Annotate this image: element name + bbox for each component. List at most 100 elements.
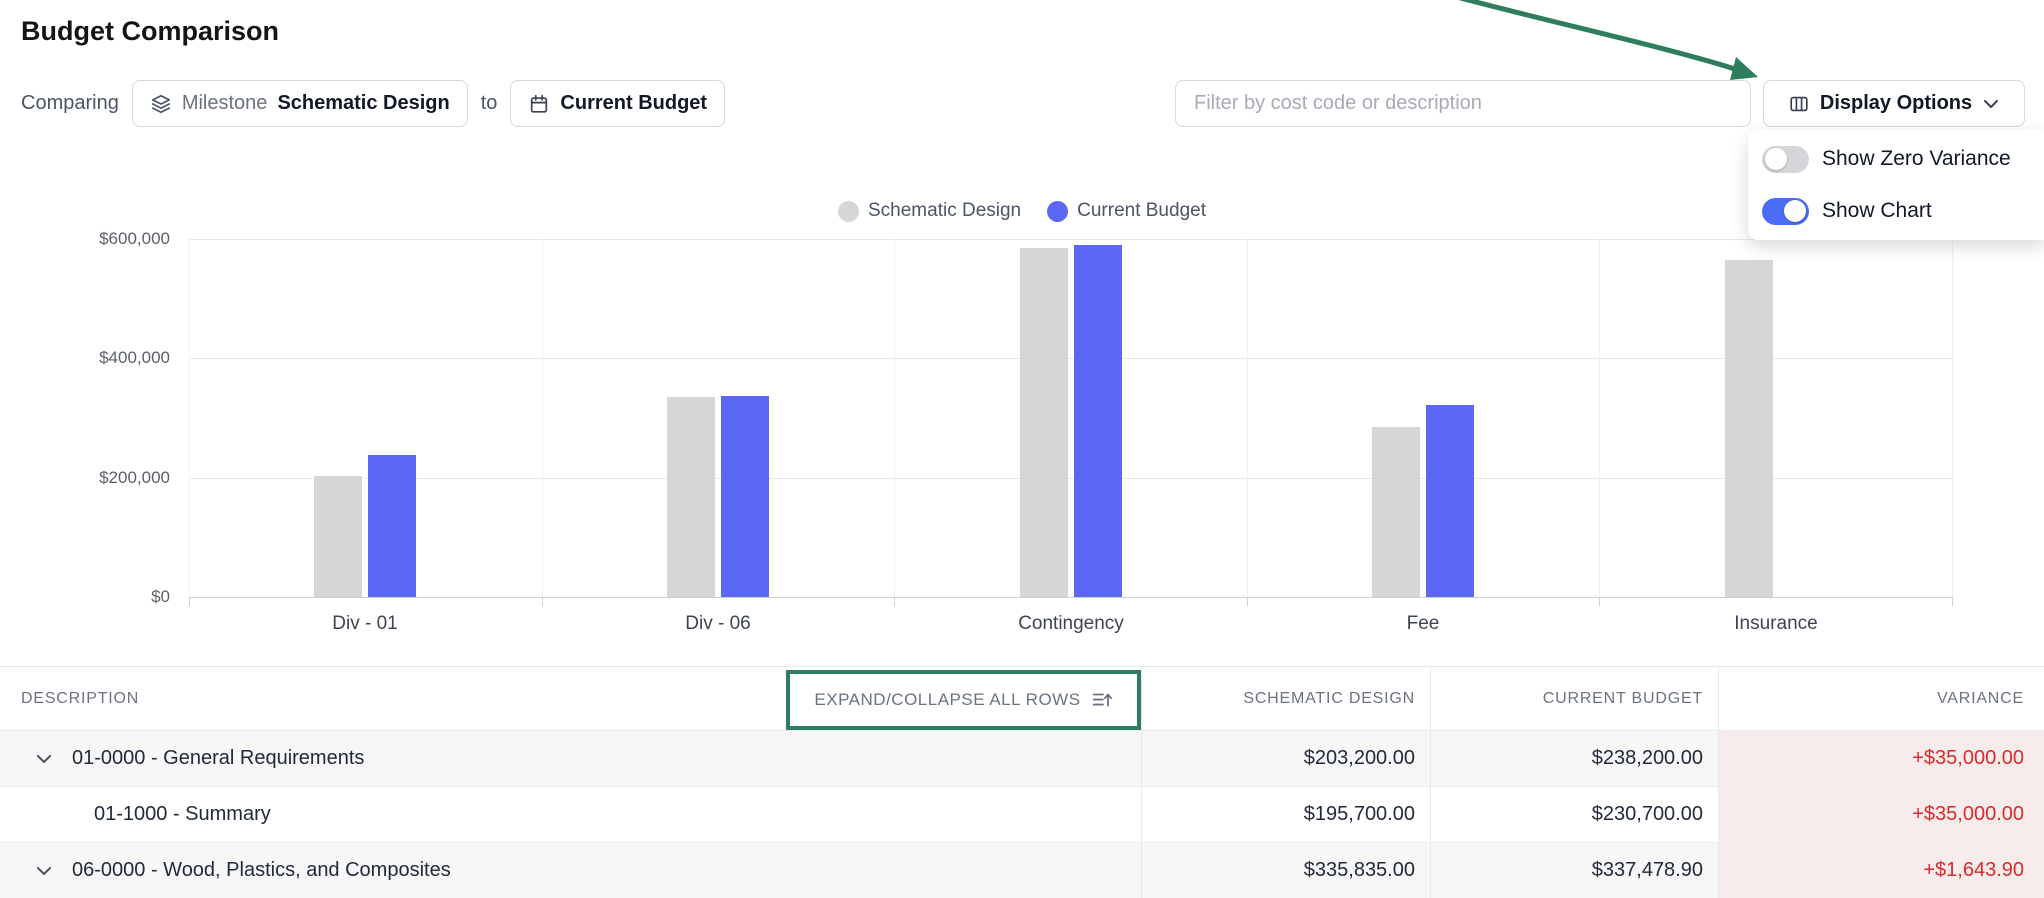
bar-current-contingency <box>1074 245 1122 597</box>
row-description: 01-1000 - Summary <box>94 803 271 825</box>
comparing-label: Comparing <box>21 92 119 114</box>
menu-item-label: Show Chart <box>1822 199 1932 222</box>
x-category-label: Fee <box>1406 613 1440 634</box>
table-row[interactable]: 01-1000 - Summary $195,700.00 $230,700.0… <box>0 787 2044 843</box>
row-description: 06-0000 - Wood, Plastics, and Composites <box>72 859 451 881</box>
chart-legend: Schematic Design Current Budget <box>0 200 2044 222</box>
x-gridline <box>1952 239 1953 597</box>
row-variance-value: +$35,000.00 <box>1718 731 2044 786</box>
x-axis-tick <box>1599 597 1600 606</box>
column-header-schematic-design: SCHEMATIC DESIGN <box>1141 667 1430 730</box>
calendar-icon <box>528 93 550 115</box>
row-schematic-value: $195,700.00 <box>1141 787 1430 842</box>
x-axis-tick <box>542 597 543 606</box>
legend-item-schematic-design: Schematic Design <box>838 200 1021 222</box>
x-category-label: Div - 01 <box>332 613 398 634</box>
x-category-label: Div - 06 <box>685 613 751 634</box>
x-gridline <box>542 239 543 597</box>
x-gridline <box>189 239 190 597</box>
x-axis-tick <box>189 597 190 606</box>
menu-item-label: Show Zero Variance <box>1822 147 2011 170</box>
show-chart-toggle[interactable] <box>1762 197 1809 225</box>
row-variance-value: +$35,000.00 <box>1718 787 2044 842</box>
table-header: DESCRIPTION SCHEMATIC DESIGN CURRENT BUD… <box>0 667 2044 731</box>
y-tick-label: $400,000 <box>99 348 170 367</box>
menu-item-show-chart[interactable]: Show Chart <box>1748 185 2044 237</box>
legend-label: Schematic Design <box>868 200 1022 221</box>
toggle-knob <box>1765 147 1787 170</box>
x-axis-line <box>189 597 1952 598</box>
x-gridline <box>1599 239 1600 597</box>
table-row[interactable]: 06-0000 - Wood, Plastics, and Composites… <box>0 843 2044 898</box>
comparison-toolbar: Comparing Milestone Schematic Design to <box>21 80 726 127</box>
bar-current-div-06 <box>721 396 769 597</box>
display-options-label: Display Options <box>1819 92 1973 114</box>
columns-icon <box>1788 93 1810 115</box>
row-description-cell: 06-0000 - Wood, Plastics, and Composites <box>0 843 1141 898</box>
milestone-selector-button[interactable]: Milestone Schematic Design <box>131 80 468 127</box>
expand-collapse-all-button[interactable]: EXPAND/COLLAPSE ALL ROWS <box>814 689 1112 711</box>
menu-item-show-zero-variance[interactable]: Show Zero Variance <box>1748 133 2044 185</box>
table-row[interactable]: 01-0000 - General Requirements $203,200.… <box>0 731 2044 787</box>
bar-schematic-div-01 <box>314 476 362 597</box>
x-category-label: Contingency <box>1018 613 1124 634</box>
expand-collapse-annotation-box: EXPAND/COLLAPSE ALL ROWS <box>786 670 1141 730</box>
current-budget-selector-button[interactable]: Current Budget <box>510 80 726 127</box>
current-budget-value-label: Current Budget <box>560 92 708 114</box>
row-current-value: $230,700.00 <box>1430 787 1718 842</box>
bar-schematic-div-06 <box>667 397 715 597</box>
row-description-cell: 01-1000 - Summary <box>0 787 1141 842</box>
y-tick-label: $600,000 <box>99 229 170 248</box>
row-schematic-value: $335,835.00 <box>1141 843 1430 898</box>
annotation-arrow <box>1458 0 1758 80</box>
chevron-down-icon <box>1982 98 2000 110</box>
display-options-button[interactable]: Display Options <box>1763 80 2025 127</box>
row-current-value: $337,478.90 <box>1430 843 1718 898</box>
budget-chart: $0 $200,000 $400,000 $600,000 Div - 01 Div - … <box>0 229 2044 649</box>
show-zero-variance-toggle[interactable] <box>1762 145 1809 173</box>
x-axis-tick <box>1247 597 1248 606</box>
bar-schematic-contingency <box>1020 248 1068 597</box>
chevron-down-icon[interactable] <box>36 754 52 764</box>
budget-table: DESCRIPTION SCHEMATIC DESIGN CURRENT BUD… <box>0 666 2044 898</box>
chart-plot <box>189 239 1953 606</box>
chevron-down-icon[interactable] <box>36 866 52 876</box>
row-variance-value: +$1,643.90 <box>1718 843 2044 898</box>
x-axis-tick <box>1952 597 1953 606</box>
page-title: Budget Comparison <box>21 16 280 46</box>
milestone-prefix-label: Milestone <box>181 92 268 114</box>
x-axis-tick <box>894 597 895 606</box>
to-label: to <box>480 92 498 114</box>
row-current-value: $238,200.00 <box>1430 731 1718 786</box>
toggle-knob <box>1784 199 1806 222</box>
column-header-description: DESCRIPTION <box>21 689 140 707</box>
expand-collapse-label: EXPAND/COLLAPSE ALL ROWS <box>814 690 1081 709</box>
column-header-variance: VARIANCE <box>1718 667 2044 730</box>
y-gridline <box>189 478 1952 479</box>
legend-item-current-budget: Current Budget <box>1047 200 1206 222</box>
y-tick-label: $200,000 <box>99 468 170 487</box>
layers-icon <box>150 93 172 115</box>
display-options-menu: Show Zero Variance Show Chart <box>1748 130 2044 240</box>
collapse-rows-icon <box>1091 689 1113 711</box>
bar-current-div-01 <box>368 455 416 597</box>
milestone-value-label: Schematic Design <box>277 92 450 114</box>
column-header-current-budget: CURRENT BUDGET <box>1430 667 1718 730</box>
legend-dot-schematic <box>838 200 859 222</box>
bar-schematic-insurance <box>1725 260 1773 597</box>
row-schematic-value: $203,200.00 <box>1141 731 1430 786</box>
y-gridline <box>189 358 1952 359</box>
legend-dot-current <box>1047 200 1069 222</box>
x-category-label: Insurance <box>1734 613 1818 634</box>
row-description-cell: 01-0000 - General Requirements <box>0 731 1141 786</box>
bar-current-fee <box>1426 405 1474 597</box>
bar-schematic-fee <box>1372 427 1420 597</box>
y-tick-label: $0 <box>151 587 170 606</box>
row-description: 01-0000 - General Requirements <box>72 747 365 769</box>
filter-input[interactable] <box>1175 80 1751 127</box>
y-gridline <box>189 239 1952 240</box>
x-gridline <box>894 239 895 597</box>
legend-label: Current Budget <box>1077 200 1206 221</box>
x-gridline <box>1247 239 1248 597</box>
